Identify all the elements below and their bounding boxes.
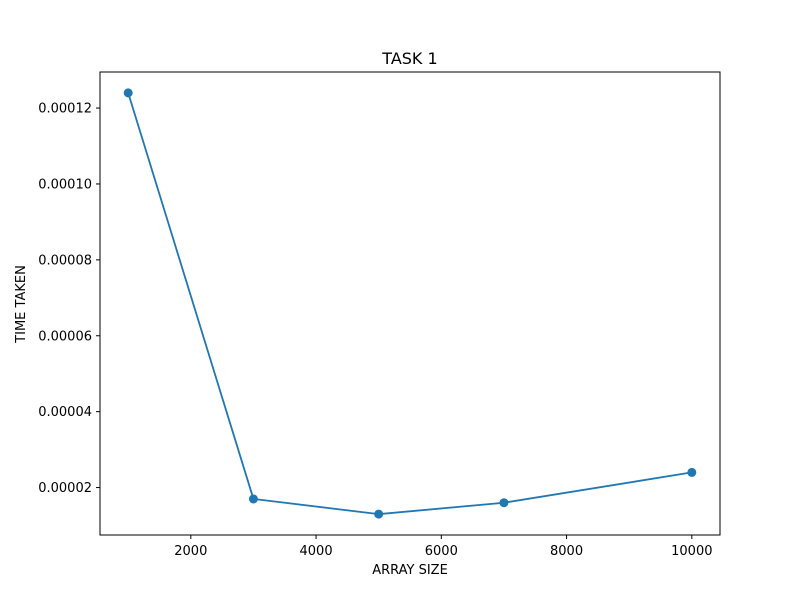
chart-title: TASK 1 [381, 49, 437, 68]
x-axis: 2000 4000 6000 8000 10000 [174, 535, 712, 559]
y-tick-label: 0.00006 [38, 329, 92, 344]
x-tick-label: 6000 [425, 544, 458, 559]
series-line [127, 92, 692, 516]
data-point [123, 88, 133, 98]
plot-frame [99, 71, 721, 536]
y-tick-label: 0.00008 [38, 253, 92, 268]
x-tick-label: 10000 [671, 544, 712, 559]
data-point [248, 494, 258, 504]
data-point [374, 509, 384, 519]
y-tick-label: 0.00012 [38, 102, 92, 117]
y-tick-label: 0.00004 [38, 405, 92, 420]
data-point [687, 467, 697, 477]
data-point [499, 498, 509, 508]
plot-area [123, 88, 697, 519]
y-tick-label: 0.00002 [38, 481, 92, 496]
y-tick-label: 0.00010 [38, 177, 92, 192]
x-tick-label: 4000 [300, 544, 333, 559]
x-tick-label: 8000 [550, 544, 583, 559]
y-axis-label: TIME TAKEN [14, 265, 29, 344]
x-tick-label: 2000 [174, 544, 207, 559]
y-axis: 0.00002 0.00004 0.00006 0.00008 0.00010 0.000… [38, 102, 100, 496]
x-axis-label: ARRAY SIZE [372, 563, 448, 578]
